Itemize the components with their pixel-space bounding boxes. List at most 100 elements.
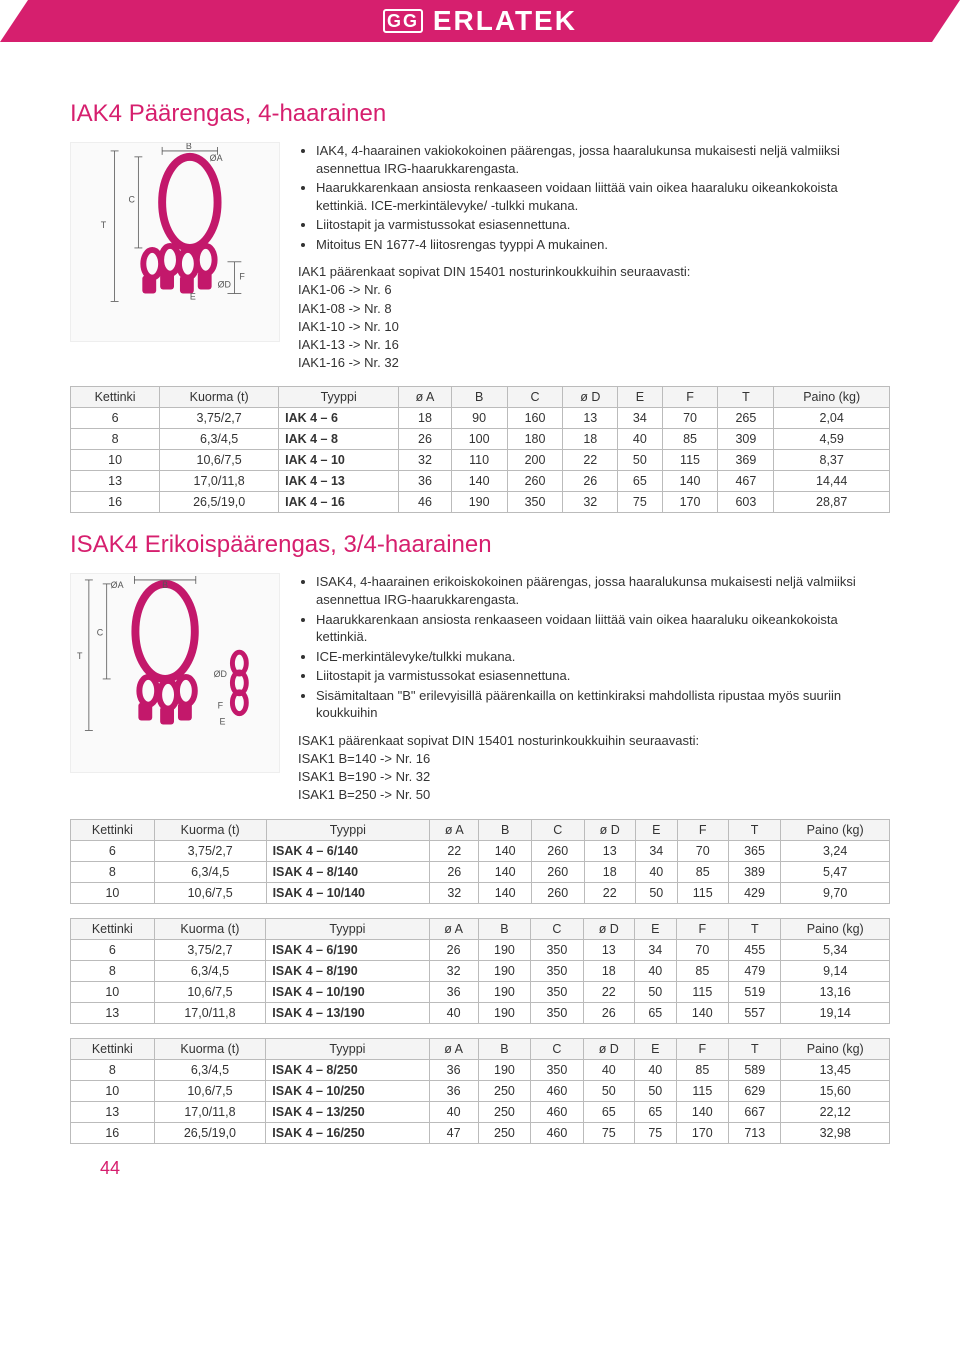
table-cell: 429 <box>728 882 781 903</box>
table-cell: 350 <box>531 1059 583 1080</box>
table-row: 1626,5/19,0ISAK 4 – 16/25047250460757517… <box>71 1122 890 1143</box>
section1-bullets: IAK4, 4-haarainen vakiokokoinen päärenga… <box>298 142 890 253</box>
table-cell: 455 <box>729 939 781 960</box>
table-cell: 6 <box>71 939 155 960</box>
table-cell: 519 <box>729 981 781 1002</box>
table-cell: 629 <box>729 1080 781 1101</box>
bullet-item: IAK4, 4-haarainen vakiokokoinen päärenga… <box>316 142 890 177</box>
column-header: ø D <box>563 387 618 408</box>
table-cell: 10 <box>71 450 160 471</box>
note-line: ISAK1 B=190 -> Nr. 32 <box>298 768 890 786</box>
table-row: 63,75/2,7ISAK 4 – 6/19026190350133470455… <box>71 939 890 960</box>
column-header: E <box>635 819 677 840</box>
table-cell: 3,75/2,7 <box>154 939 266 960</box>
table-cell: 260 <box>531 840 584 861</box>
table-cell: 110 <box>451 450 507 471</box>
table-row: 1010,6/7,5ISAK 4 – 10/250362504605050115… <box>71 1080 890 1101</box>
section2-text: ISAK4, 4-haarainen erikoiskokoinen pääre… <box>298 573 890 804</box>
table-cell: 34 <box>635 840 677 861</box>
table-cell: 50 <box>634 1080 676 1101</box>
table-cell: 460 <box>531 1080 583 1101</box>
table-cell: 6,3/4,5 <box>160 429 279 450</box>
svg-text:ØD: ØD <box>218 280 231 290</box>
column-header: F <box>677 819 728 840</box>
bullet-item: Haarukkarenkaan ansiosta renkaaseen void… <box>316 611 890 646</box>
table-cell: 6,3/4,5 <box>154 861 266 882</box>
table-row: 86,3/4,5ISAK 4 – 8/190321903501840854799… <box>71 960 890 981</box>
table-cell: 13,16 <box>781 981 890 1002</box>
table-cell: 36 <box>429 1059 478 1080</box>
table-cell: 17,0/11,8 <box>154 1002 266 1023</box>
table-cell: 14,44 <box>774 471 890 492</box>
table-cell: 10 <box>71 882 155 903</box>
bullet-item: Liitostapit ja varmistussokat esiasennet… <box>316 216 890 234</box>
svg-text:ØA: ØA <box>210 153 223 163</box>
table-cell: 140 <box>479 861 532 882</box>
section1-note-header: IAK1 päärenkaat sopivat DIN 15401 nostur… <box>298 263 890 281</box>
table-cell: ISAK 4 – 8/250 <box>266 1059 429 1080</box>
table-cell: 8,37 <box>774 450 890 471</box>
column-header: F <box>676 918 728 939</box>
table-cell: 40 <box>635 861 677 882</box>
table-cell: 8 <box>71 861 155 882</box>
table-cell: 22 <box>430 840 479 861</box>
table-cell: 8 <box>71 429 160 450</box>
column-header: Kettinki <box>71 918 155 939</box>
table-cell: 6,3/4,5 <box>154 960 266 981</box>
column-header: F <box>676 1038 728 1059</box>
table-cell: 460 <box>531 1122 583 1143</box>
table-cell: 40 <box>634 960 676 981</box>
table-cell: 26 <box>583 1002 634 1023</box>
table-cell: 75 <box>618 492 662 513</box>
table-row: 1626,5/19,0IAK 4 – 164619035032751706032… <box>71 492 890 513</box>
table-row: 1317,0/11,8ISAK 4 – 13/25040250460656514… <box>71 1101 890 1122</box>
table-cell: 170 <box>676 1122 728 1143</box>
table-cell: 10 <box>71 1080 155 1101</box>
section1-table: KettinkiKuorma (t)Tyyppiø ABCø DEFTPaino… <box>70 386 890 513</box>
table-cell: IAK 4 – 16 <box>279 492 399 513</box>
table-cell: 65 <box>618 471 662 492</box>
table-cell: ISAK 4 – 6/190 <box>266 939 429 960</box>
table-cell: IAK 4 – 8 <box>279 429 399 450</box>
table-cell: 13 <box>584 840 635 861</box>
table-cell: 32,98 <box>781 1122 890 1143</box>
column-header: Kettinki <box>71 819 155 840</box>
table-cell: 50 <box>634 981 676 1002</box>
table-cell: 140 <box>676 1101 728 1122</box>
table-cell: 369 <box>718 450 774 471</box>
column-header: Kuorma (t) <box>154 819 266 840</box>
table-cell: 75 <box>634 1122 676 1143</box>
section2-note-lines: ISAK1 B=140 -> Nr. 16ISAK1 B=190 -> Nr. … <box>298 750 890 805</box>
column-header: T <box>718 387 774 408</box>
table-cell: 365 <box>728 840 781 861</box>
section2-bullets: ISAK4, 4-haarainen erikoiskokoinen pääre… <box>298 573 890 721</box>
column-header: T <box>728 819 781 840</box>
table-cell: 28,87 <box>774 492 890 513</box>
column-header: E <box>618 387 662 408</box>
table-cell: 6 <box>71 408 160 429</box>
table-cell: 50 <box>583 1080 634 1101</box>
svg-text:T: T <box>77 652 83 662</box>
table-cell: ISAK 4 – 6/140 <box>266 840 430 861</box>
table-cell: 115 <box>676 981 728 1002</box>
table-cell: 19,14 <box>781 1002 890 1023</box>
column-header: T <box>729 1038 781 1059</box>
table-cell: 190 <box>478 1059 530 1080</box>
bullet-item: ISAK4, 4-haarainen erikoiskokoinen pääre… <box>316 573 890 608</box>
svg-text:C: C <box>97 628 104 638</box>
bullet-item: Haarukkarenkaan ansiosta renkaaseen void… <box>316 179 890 214</box>
svg-text:ØD: ØD <box>214 669 227 679</box>
section2-table-1: KettinkiKuorma (t)Tyyppiø ABCø DEFTPaino… <box>70 918 890 1024</box>
note-line: IAK1-16 -> Nr. 32 <box>298 354 890 372</box>
column-header: Kettinki <box>71 387 160 408</box>
note-line: IAK1-10 -> Nr. 10 <box>298 318 890 336</box>
table-cell: 13 <box>71 471 160 492</box>
column-header: Kuorma (t) <box>160 387 279 408</box>
bullet-item: Liitostapit ja varmistussokat esiasennet… <box>316 667 890 685</box>
table-cell: 309 <box>718 429 774 450</box>
table-cell: 10,6/7,5 <box>154 882 266 903</box>
table-cell: 18 <box>584 861 635 882</box>
table-cell: 389 <box>728 861 781 882</box>
column-header: F <box>662 387 718 408</box>
column-header: ø A <box>429 918 478 939</box>
